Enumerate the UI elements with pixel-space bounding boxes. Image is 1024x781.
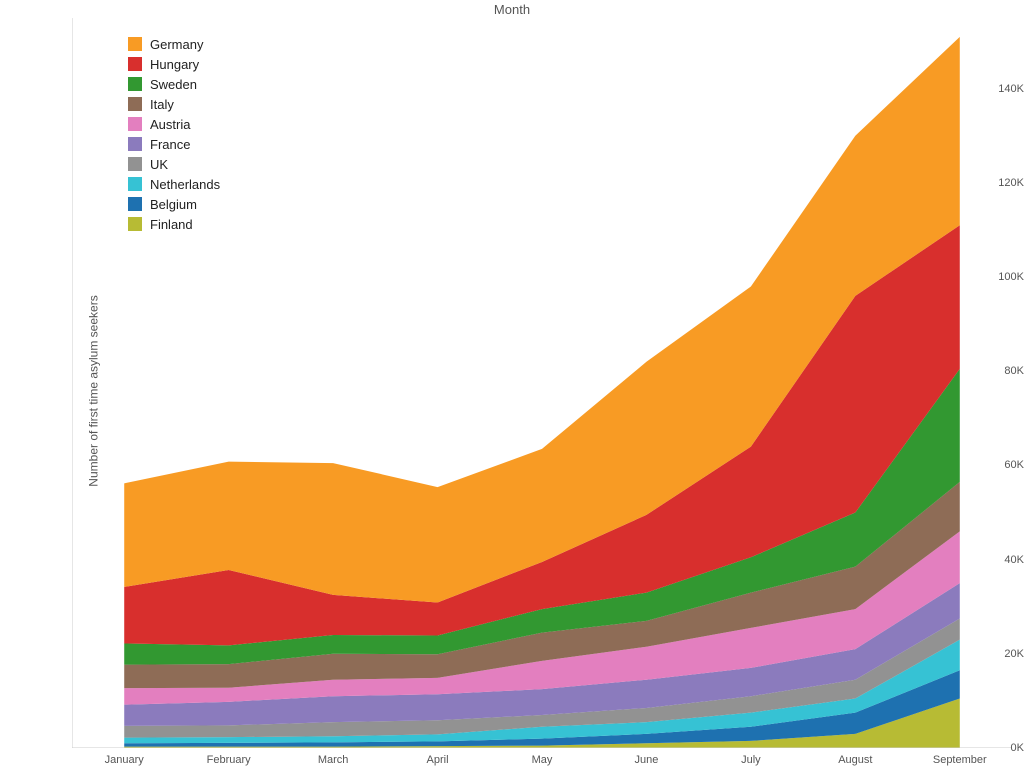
legend-label: Hungary: [150, 57, 199, 72]
legend-label: Finland: [150, 217, 193, 232]
legend-item-finland: Finland: [128, 214, 220, 234]
legend-label: Italy: [150, 97, 174, 112]
y-tick-label: 0K: [960, 742, 1024, 754]
legend-item-hungary: Hungary: [128, 54, 220, 74]
legend-item-austria: Austria: [128, 114, 220, 134]
legend-item-france: France: [128, 134, 220, 154]
y-tick-label: 60K: [960, 459, 1024, 471]
y-tick-label: 40K: [960, 554, 1024, 566]
x-tick-label: January: [105, 754, 144, 766]
legend-label: Austria: [150, 117, 190, 132]
legend-swatch: [128, 217, 142, 231]
legend: Germany Hungary Sweden Italy Austria France UK…: [118, 28, 230, 240]
y-tick-label: 120K: [960, 177, 1024, 189]
legend-swatch: [128, 57, 142, 71]
chart-container: Month Number of first time asylum seeker…: [0, 0, 1024, 781]
x-tick-label: June: [635, 754, 659, 766]
legend-item-germany: Germany: [128, 34, 220, 54]
legend-item-italy: Italy: [128, 94, 220, 114]
legend-label: Netherlands: [150, 177, 220, 192]
x-tick-label: August: [838, 754, 872, 766]
legend-swatch: [128, 117, 142, 131]
legend-label: Sweden: [150, 77, 197, 92]
x-tick-label: February: [207, 754, 251, 766]
y-tick-label: 20K: [960, 648, 1024, 660]
legend-item-netherlands: Netherlands: [128, 174, 220, 194]
legend-swatch: [128, 37, 142, 51]
x-tick-label: April: [427, 754, 449, 766]
legend-swatch: [128, 77, 142, 91]
x-tick-label: May: [532, 754, 553, 766]
legend-label: Belgium: [150, 197, 197, 212]
legend-swatch: [128, 177, 142, 191]
legend-item-belgium: Belgium: [128, 194, 220, 214]
x-tick-label: March: [318, 754, 349, 766]
y-tick-label: 100K: [960, 271, 1024, 283]
chart-title: Month: [0, 2, 1024, 17]
legend-swatch: [128, 197, 142, 211]
y-tick-label: 80K: [960, 365, 1024, 377]
legend-label: UK: [150, 157, 168, 172]
legend-swatch: [128, 157, 142, 171]
legend-item-uk: UK: [128, 154, 220, 174]
legend-label: France: [150, 137, 190, 152]
legend-item-sweden: Sweden: [128, 74, 220, 94]
y-tick-label: 140K: [960, 83, 1024, 95]
x-tick-label: July: [741, 754, 761, 766]
legend-swatch: [128, 137, 142, 151]
legend-label: Germany: [150, 37, 203, 52]
legend-swatch: [128, 97, 142, 111]
x-tick-label: September: [933, 754, 987, 766]
